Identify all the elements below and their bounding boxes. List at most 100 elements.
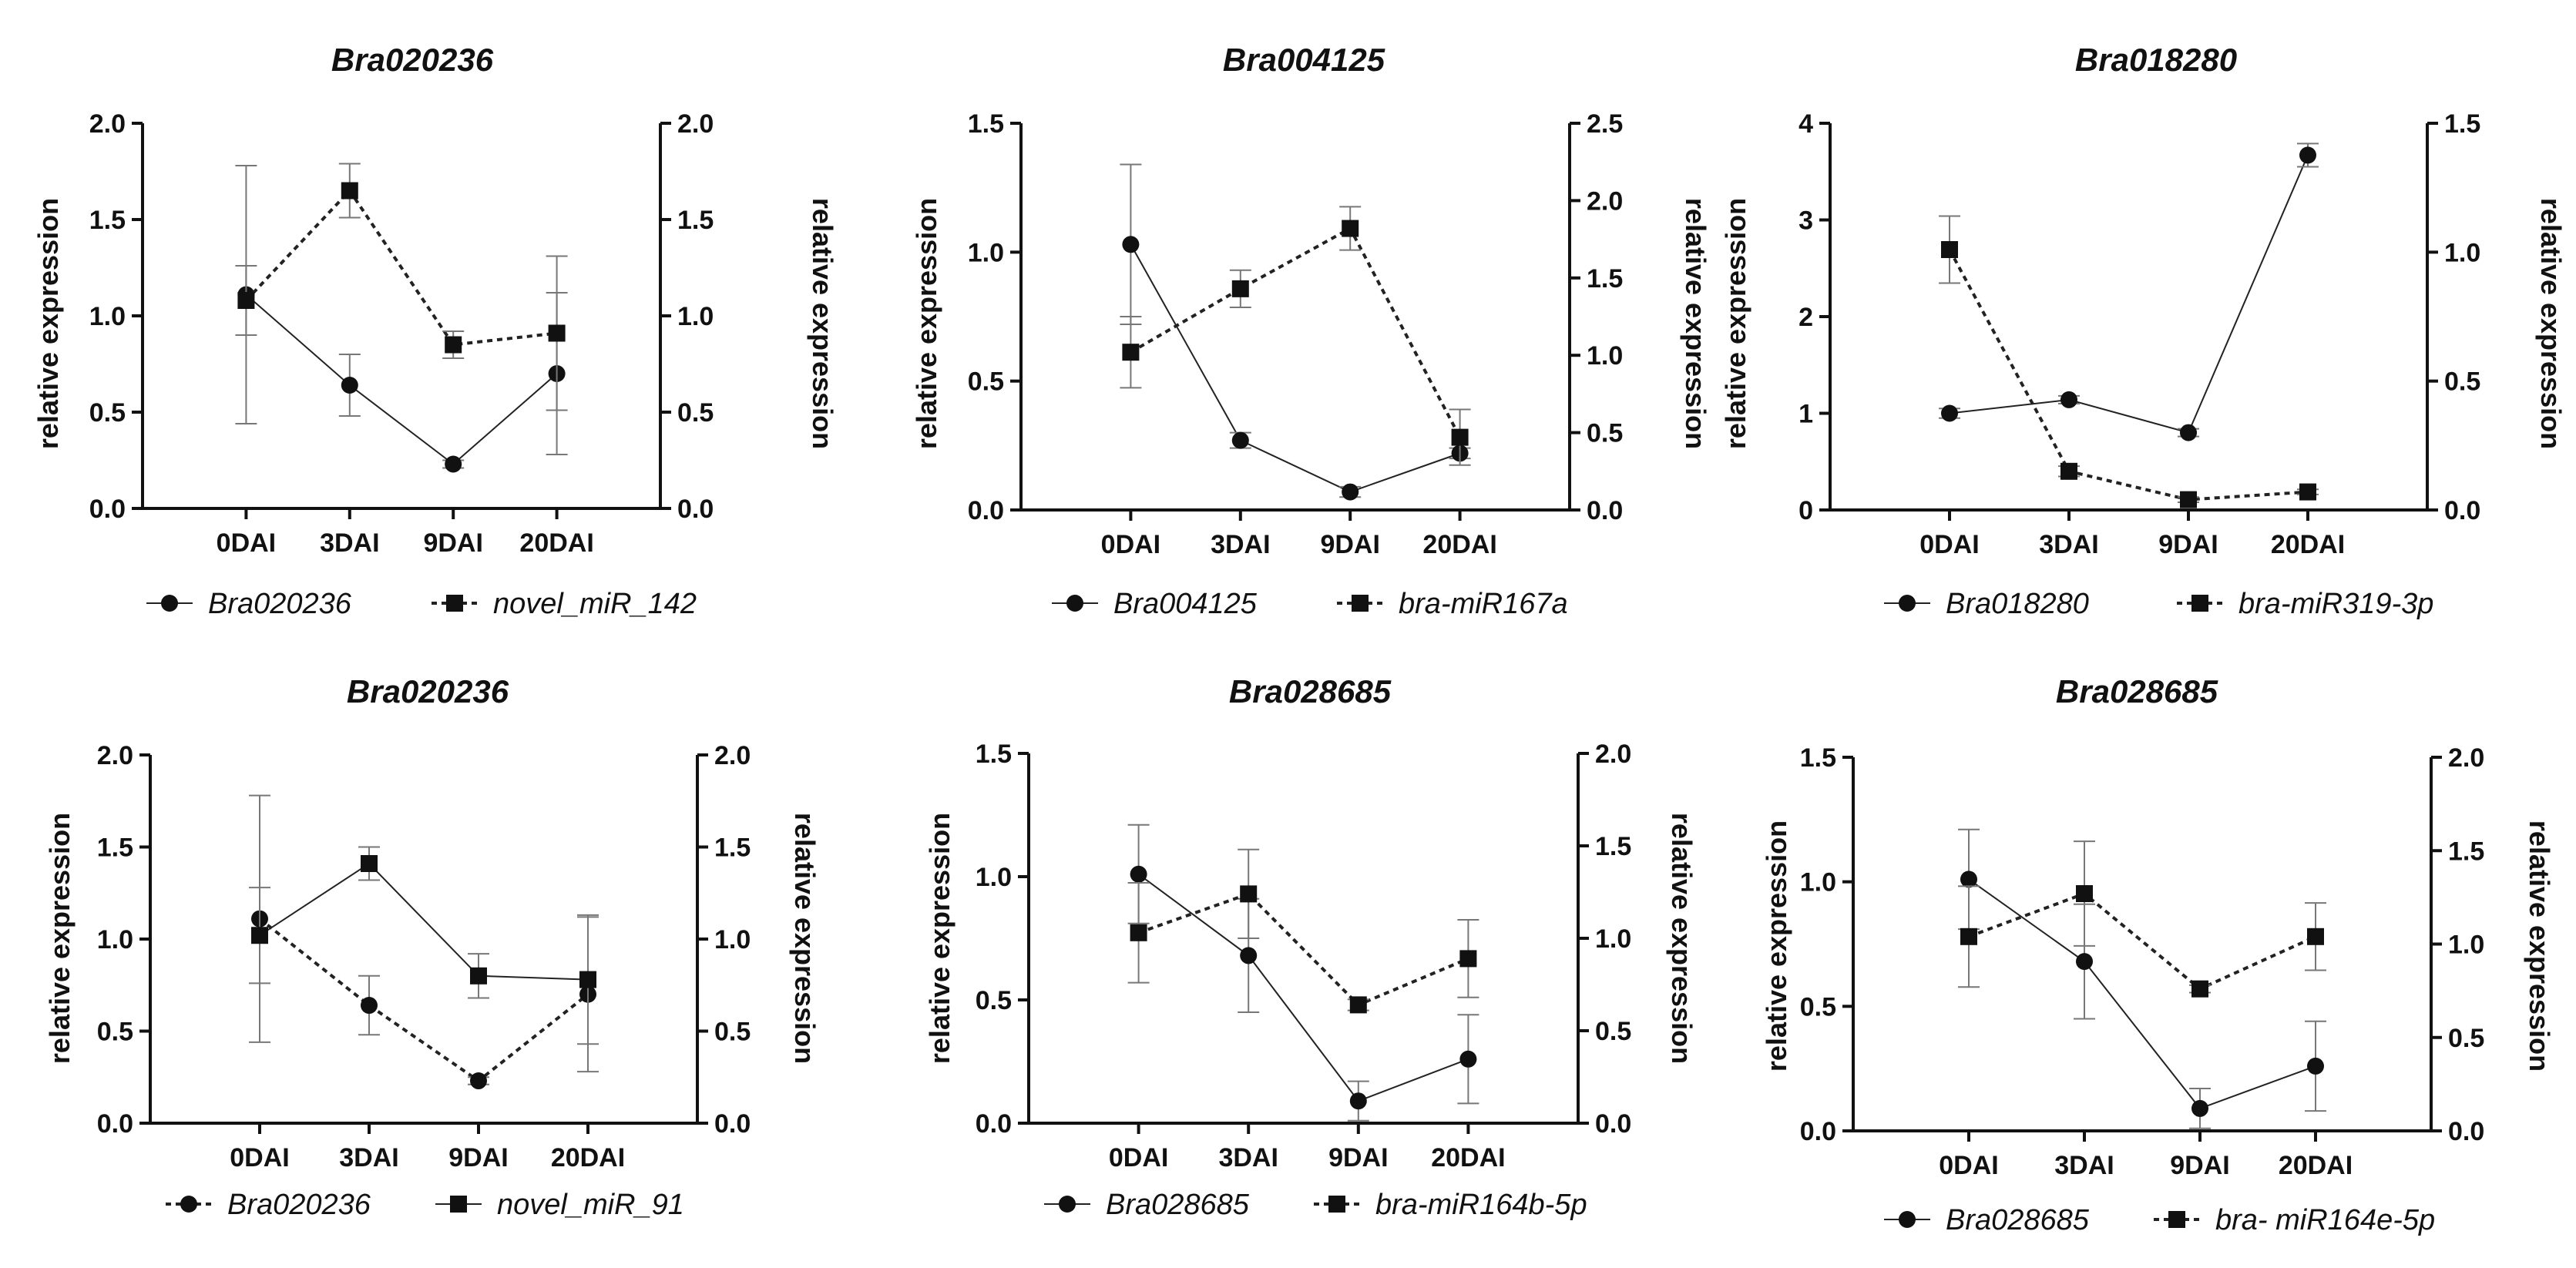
y-tick-label-left: 1.5 <box>968 109 1004 139</box>
data-point-square <box>2307 928 2324 945</box>
y-tick-label-left: 0.5 <box>976 986 1012 1015</box>
legend-entry-2: novel_miR_142 <box>432 588 697 620</box>
legend-label: Bra020236 <box>227 1189 371 1221</box>
data-point-square <box>2299 483 2316 501</box>
x-tick-label: 20DAI <box>519 528 593 558</box>
y-tick-label-right: 2.0 <box>1587 186 1623 216</box>
y-tick-label-right: 1.5 <box>1595 832 1631 861</box>
data-point-circle <box>445 455 462 473</box>
y-tick-label-right: 2.0 <box>1595 740 1631 769</box>
legend-entry-1: Bra004125 <box>1052 588 1258 620</box>
y-tick-label-right: 1.0 <box>714 925 751 954</box>
y-tick-label-left: 1 <box>1798 400 1813 429</box>
series-line <box>258 917 589 1083</box>
x-tick-label: 0DAI <box>1919 530 1979 559</box>
data-point-square <box>2180 491 2197 508</box>
y-axis-label-left: relative expression <box>32 198 64 449</box>
data-point-square <box>1941 240 1958 258</box>
x-tick-label: 0DAI <box>1939 1151 1998 1180</box>
y-tick-label-left: 1.5 <box>97 834 133 863</box>
series-2 <box>1120 206 1471 466</box>
legend-label: Bra004125 <box>1113 588 1258 620</box>
legend-entry-1: Bra020236 <box>146 588 352 620</box>
y-axis-label-left: relative expression <box>924 813 956 1064</box>
data-point-square <box>237 292 255 309</box>
chart-title: Bra018280 <box>2075 42 2237 78</box>
legend-label: Bra018280 <box>1946 588 2089 620</box>
x-tick-label: 3DAI <box>1218 1143 1278 1172</box>
y-tick-label-left: 0.0 <box>1800 1117 1836 1146</box>
x-tick-label: 3DAI <box>2054 1151 2114 1180</box>
y-tick-label-right: 1.5 <box>2448 837 2484 866</box>
y-tick-label-right: 2.0 <box>2448 743 2484 773</box>
data-point-square <box>1459 950 1477 968</box>
series-line <box>1137 892 1469 1007</box>
y-axis-label-right: relative expression <box>789 813 821 1064</box>
data-point-square <box>548 324 566 342</box>
chart-title: Bra028685 <box>1229 673 1392 709</box>
data-point-square <box>2191 980 2208 998</box>
legend-label: novel_miR_142 <box>493 588 697 620</box>
data-point-square <box>1451 428 1469 446</box>
legend-entry-2: bra-miR164b-5p <box>1314 1189 1587 1221</box>
legend-entry-2: bra- miR164e-5p <box>2154 1204 2435 1236</box>
y-tick-label-left: 1.5 <box>89 206 126 235</box>
data-point-square <box>1342 220 1359 237</box>
series-line <box>1968 878 2316 1110</box>
chart-title: Bra020236 <box>347 673 509 709</box>
y-tick-label-right: 0.5 <box>2444 367 2480 397</box>
legend-label: bra-miR167a <box>1399 588 1568 620</box>
series-1 <box>235 165 568 473</box>
data-point-circle <box>1349 1092 1367 1110</box>
x-tick-label: 9DAI <box>423 528 482 558</box>
series-2 <box>1127 848 1479 1014</box>
y-tick-label-left: 1.0 <box>1800 868 1836 897</box>
x-tick-label: 9DAI <box>448 1143 508 1172</box>
legend-marker-square <box>1352 595 1369 612</box>
series-1 <box>249 794 599 1090</box>
y-tick-label-right: 1.0 <box>677 302 714 331</box>
data-point-square <box>1231 280 1249 297</box>
series-2 <box>249 846 599 1045</box>
y-axis-label-right: relative expression <box>2524 820 2555 1072</box>
legend-marker-square <box>1328 1196 1345 1213</box>
y-tick-label-right: 0.5 <box>1587 419 1623 448</box>
chart-title: Bra028685 <box>2056 673 2218 709</box>
chart-panel-1: Bra020236 0.0 0.5 1.0 1.5 2.0 0.0 0.5 1.0 1.5 2.0 0… <box>32 42 838 620</box>
data-point-circle <box>2060 391 2077 408</box>
data-point-square <box>361 855 378 873</box>
y-tick-label-left: 0.5 <box>968 367 1004 397</box>
y-tick-label-left: 0 <box>1798 496 1813 525</box>
x-tick-label: 0DAI <box>230 1143 289 1172</box>
legend-marker-circle <box>1899 1211 1916 1228</box>
y-axis-label-left: relative expression <box>1761 820 1792 1072</box>
legend-entry-2: bra-miR167a <box>1337 588 1568 620</box>
x-tick-label: 3DAI <box>1211 530 1270 559</box>
y-axis-label-right: relative expression <box>2535 198 2567 449</box>
y-tick-label-right: 1.5 <box>1587 264 1623 294</box>
series-1 <box>1939 143 2319 441</box>
legend-label: Bra020236 <box>208 588 352 620</box>
y-tick-label-left: 3 <box>1798 206 1813 236</box>
y-tick-label-left: 0.5 <box>97 1018 133 1047</box>
y-tick-label-left: 1.0 <box>968 238 1004 267</box>
y-tick-label-right: 2.5 <box>1587 109 1623 139</box>
chart-title: Bra004125 <box>1223 42 1385 78</box>
x-tick-label: 9DAI <box>2158 530 2218 559</box>
y-axis-label-right: relative expression <box>807 198 838 449</box>
data-point-circle <box>2191 1099 2208 1117</box>
series-line <box>1949 155 2309 434</box>
series-line <box>244 188 557 347</box>
x-tick-label: 9DAI <box>1320 530 1379 559</box>
y-tick-label-left: 1.0 <box>89 302 126 331</box>
y-tick-label-right: 2.0 <box>714 741 751 770</box>
legend-entry-2: novel_miR_91 <box>435 1189 684 1221</box>
data-point-circle <box>2076 953 2093 971</box>
series-line <box>1130 243 1460 493</box>
data-point-circle <box>470 1072 487 1090</box>
x-tick-label: 3DAI <box>2039 530 2098 559</box>
y-axis-label-left: relative expression <box>1720 198 1751 449</box>
y-tick-label-left: 1.0 <box>97 925 133 954</box>
series-line <box>1138 873 1469 1102</box>
data-point-square <box>579 971 596 988</box>
